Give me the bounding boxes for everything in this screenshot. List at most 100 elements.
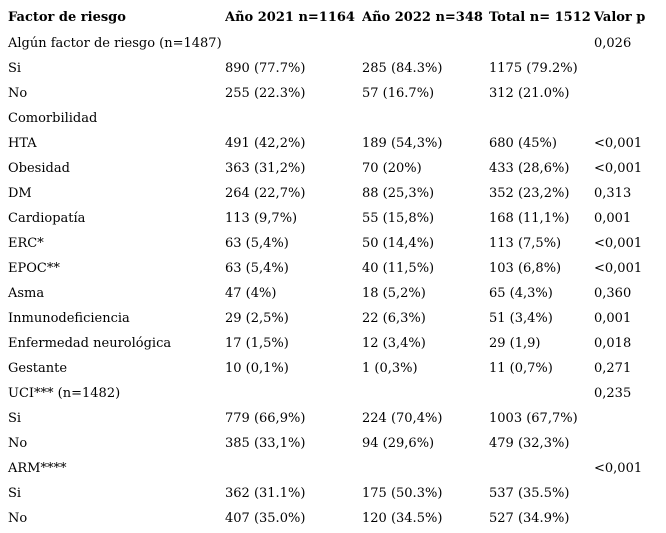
cell-ano-2021: 47 (4%) — [225, 286, 277, 301]
cell-total: 11 (0,7%) — [489, 361, 553, 376]
cell-ano-2021 — [225, 106, 362, 131]
row-label: HTA — [8, 136, 37, 151]
row-label: EPOC** — [8, 261, 60, 276]
cell-ano-2022: 285 (84.3%) — [362, 61, 443, 76]
cell-valor-p: <0,001 — [594, 261, 643, 276]
cell-ano-2022: 120 (34.5%) — [362, 511, 443, 526]
column-header-ano-2021: Año 2021 n=1164 — [225, 10, 355, 25]
risk-factor-table: Factor de riesgo Año 2021 n=1164 Año 202… — [0, 4, 666, 531]
row-label: Algún factor de riesgo (n=1487) — [8, 36, 222, 51]
cell-ano-2021: 779 (66,9%) — [225, 411, 306, 426]
row-label: DM — [8, 186, 32, 201]
cell-ano-2022: 94 (29,6%) — [362, 436, 435, 451]
cell-valor-p — [594, 406, 666, 431]
column-header-factor-de-riesgo: Factor de riesgo — [8, 10, 126, 25]
cell-ano-2021 — [225, 381, 362, 406]
cell-ano-2022: 88 (25,3%) — [362, 186, 435, 201]
cell-total: 1003 (67,7%) — [489, 411, 578, 426]
cell-ano-2021: 385 (33,1%) — [225, 436, 306, 451]
cell-valor-p — [594, 81, 666, 106]
cell-ano-2021: 264 (22,7%) — [225, 186, 306, 201]
cell-total: 29 (1,9) — [489, 336, 541, 351]
table-row: Obesidad 363 (31,2%) 70 (20%) 433 (28,6%) <0… — [0, 156, 666, 181]
cell-valor-p — [594, 481, 666, 506]
cell-ano-2022 — [362, 456, 489, 481]
cell-ano-2022: 1 (0,3%) — [362, 361, 418, 376]
row-label: Asma — [8, 286, 45, 301]
cell-valor-p: 0,235 — [594, 386, 632, 401]
cell-valor-p: <0,001 — [594, 136, 643, 151]
cell-valor-p: <0,001 — [594, 161, 643, 176]
row-label: Obesidad — [8, 161, 70, 176]
cell-total: 527 (34.9%) — [489, 511, 570, 526]
cell-total — [489, 31, 594, 56]
table-row: Asma 47 (4%) 18 (5,2%) 65 (4,3%) 0,360 — [0, 281, 666, 306]
cell-ano-2022 — [362, 31, 489, 56]
row-label: No — [8, 436, 28, 451]
cell-valor-p — [594, 431, 666, 456]
table-row: ARM**** <0,001 — [0, 456, 666, 481]
table-row: No 385 (33,1%) 94 (29,6%) 479 (32,3%) — [0, 431, 666, 456]
cell-ano-2021: 890 (77.7%) — [225, 61, 306, 76]
cell-total: 352 (23,2%) — [489, 186, 570, 201]
cell-ano-2022: 70 (20%) — [362, 161, 422, 176]
table-row: HTA 491 (42,2%) 189 (54,3%) 680 (45%) <0,001 — [0, 131, 666, 156]
cell-ano-2021: 10 (0,1%) — [225, 361, 289, 376]
cell-valor-p: 0,018 — [594, 336, 632, 351]
cell-ano-2021: 363 (31,2%) — [225, 161, 306, 176]
table-row: Si 779 (66,9%) 224 (70,4%) 1003 (67,7%) — [0, 406, 666, 431]
cell-ano-2021: 29 (2,5%) — [225, 311, 289, 326]
row-label: Enfermedad neurológica — [8, 336, 172, 351]
table-row: Gestante 10 (0,1%) 1 (0,3%) 11 (0,7%) 0,271 — [0, 356, 666, 381]
cell-ano-2021: 407 (35.0%) — [225, 511, 306, 526]
cell-ano-2022: 40 (11,5%) — [362, 261, 435, 276]
cell-ano-2022: 12 (3,4%) — [362, 336, 426, 351]
row-label: ARM**** — [8, 461, 67, 476]
cell-ano-2022: 22 (6,3%) — [362, 311, 426, 326]
cell-ano-2021: 491 (42,2%) — [225, 136, 306, 151]
column-header-total: Total n= 1512 — [489, 10, 591, 25]
table-row: Si 362 (31.1%) 175 (50.3%) 537 (35.5%) — [0, 481, 666, 506]
row-label: Si — [8, 486, 22, 501]
cell-total: 168 (11,1%) — [489, 211, 570, 226]
cell-ano-2022 — [362, 106, 489, 131]
row-label: UCI*** (n=1482) — [8, 386, 121, 401]
row-label: Inmunodeficiencia — [8, 311, 130, 326]
cell-total: 113 (7,5%) — [489, 236, 562, 251]
cell-total: 479 (32,3%) — [489, 436, 570, 451]
cell-ano-2021: 63 (5,4%) — [225, 236, 289, 251]
cell-valor-p — [594, 506, 666, 531]
cell-valor-p: 0,001 — [594, 211, 632, 226]
cell-ano-2021 — [225, 31, 362, 56]
cell-valor-p: <0,001 — [594, 236, 643, 251]
cell-total — [489, 106, 594, 131]
cell-valor-p: 0,360 — [594, 286, 632, 301]
table-row: ERC* 63 (5,4%) 50 (14,4%) 113 (7,5%) <0,001 — [0, 231, 666, 256]
cell-total: 65 (4,3%) — [489, 286, 553, 301]
table-row: Cardiopatía 113 (9,7%) 55 (15,8%) 168 (11,1… — [0, 206, 666, 231]
cell-ano-2022: 224 (70,4%) — [362, 411, 443, 426]
table-row: Enfermedad neurológica 17 (1,5%) 12 (3,4%)… — [0, 331, 666, 356]
table-row: Si 890 (77.7%) 285 (84.3%) 1175 (79.2%) — [0, 56, 666, 81]
cell-ano-2022: 175 (50.3%) — [362, 486, 443, 501]
table-row: UCI*** (n=1482) 0,235 — [0, 381, 666, 406]
cell-valor-p — [594, 56, 666, 81]
cell-valor-p: 0,026 — [594, 36, 632, 51]
cell-total — [489, 381, 594, 406]
row-label: Si — [8, 411, 22, 426]
cell-ano-2021 — [225, 456, 362, 481]
cell-total: 51 (3,4%) — [489, 311, 553, 326]
table-row: No 255 (22.3%) 57 (16.7%) 312 (21.0%) — [0, 81, 666, 106]
column-header-ano-2022: Año 2022 n=348 — [362, 10, 483, 25]
cell-ano-2022: 55 (15,8%) — [362, 211, 435, 226]
row-label: Comorbilidad — [8, 111, 98, 126]
row-label: Gestante — [8, 361, 68, 376]
row-label: Cardiopatía — [8, 211, 86, 226]
row-label: No — [8, 511, 28, 526]
column-header-valor-p: Valor p — [594, 10, 646, 25]
cell-total: 680 (45%) — [489, 136, 557, 151]
row-label: ERC* — [8, 236, 44, 251]
cell-valor-p — [594, 106, 666, 131]
table-row: EPOC** 63 (5,4%) 40 (11,5%) 103 (6,8%) <0,00… — [0, 256, 666, 281]
